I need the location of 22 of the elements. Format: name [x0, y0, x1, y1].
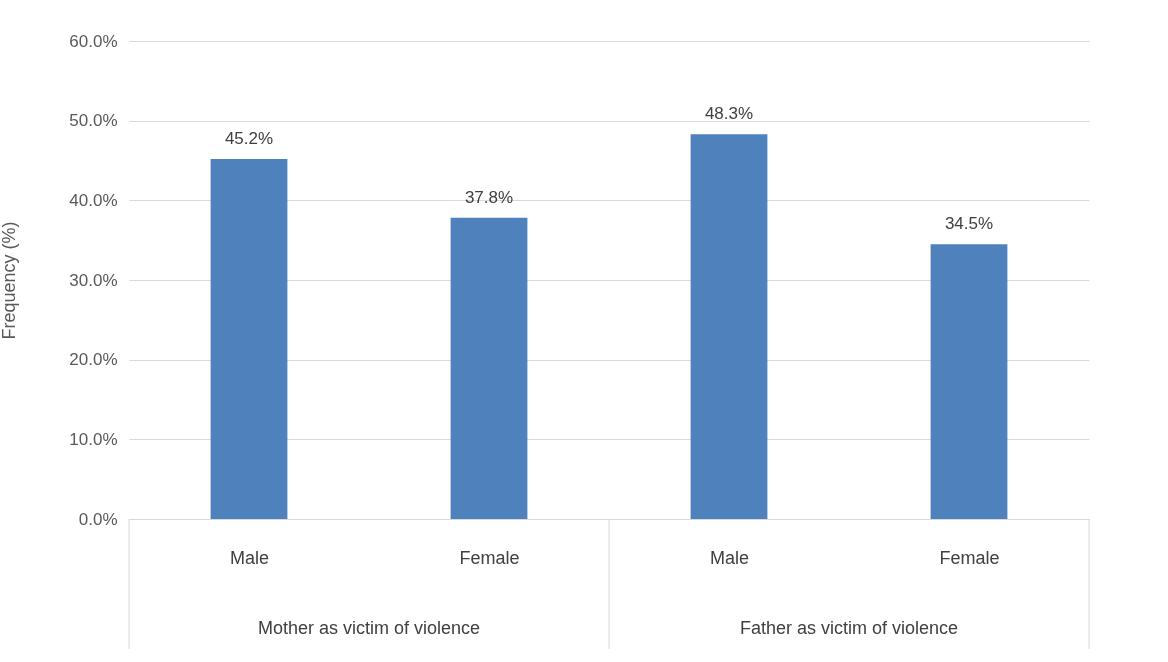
- x-tick-label: Male: [229, 547, 270, 568]
- data-label: 45.2%: [224, 128, 274, 148]
- y-tick-label: 50.0%: [69, 111, 118, 131]
- x-tick-label: Female: [459, 547, 520, 568]
- data-label: 48.3%: [704, 104, 754, 124]
- x-tick-label: Female: [939, 547, 1000, 568]
- y-tick-label: 10.0%: [69, 429, 118, 449]
- y-tick-label: 20.0%: [69, 350, 118, 370]
- data-label: 34.5%: [944, 214, 994, 234]
- bar: [930, 244, 1008, 519]
- text: Mother as victim of violence: [257, 618, 481, 638]
- text: Father as victim of violence: [739, 618, 959, 638]
- data-label: 37.8%: [464, 187, 514, 207]
- y-tick-label: 40.0%: [69, 190, 118, 210]
- bar: [450, 217, 528, 519]
- y-tick-label: 30.0%: [69, 270, 118, 290]
- bar: [210, 158, 288, 519]
- y-tick-label: 60.0%: [69, 31, 118, 51]
- x-tick-label: Male: [709, 547, 750, 568]
- y-axis-title: Frequency (%): [0, 221, 20, 340]
- y-tick-label: 0.0%: [78, 509, 118, 529]
- bar: [690, 134, 768, 519]
